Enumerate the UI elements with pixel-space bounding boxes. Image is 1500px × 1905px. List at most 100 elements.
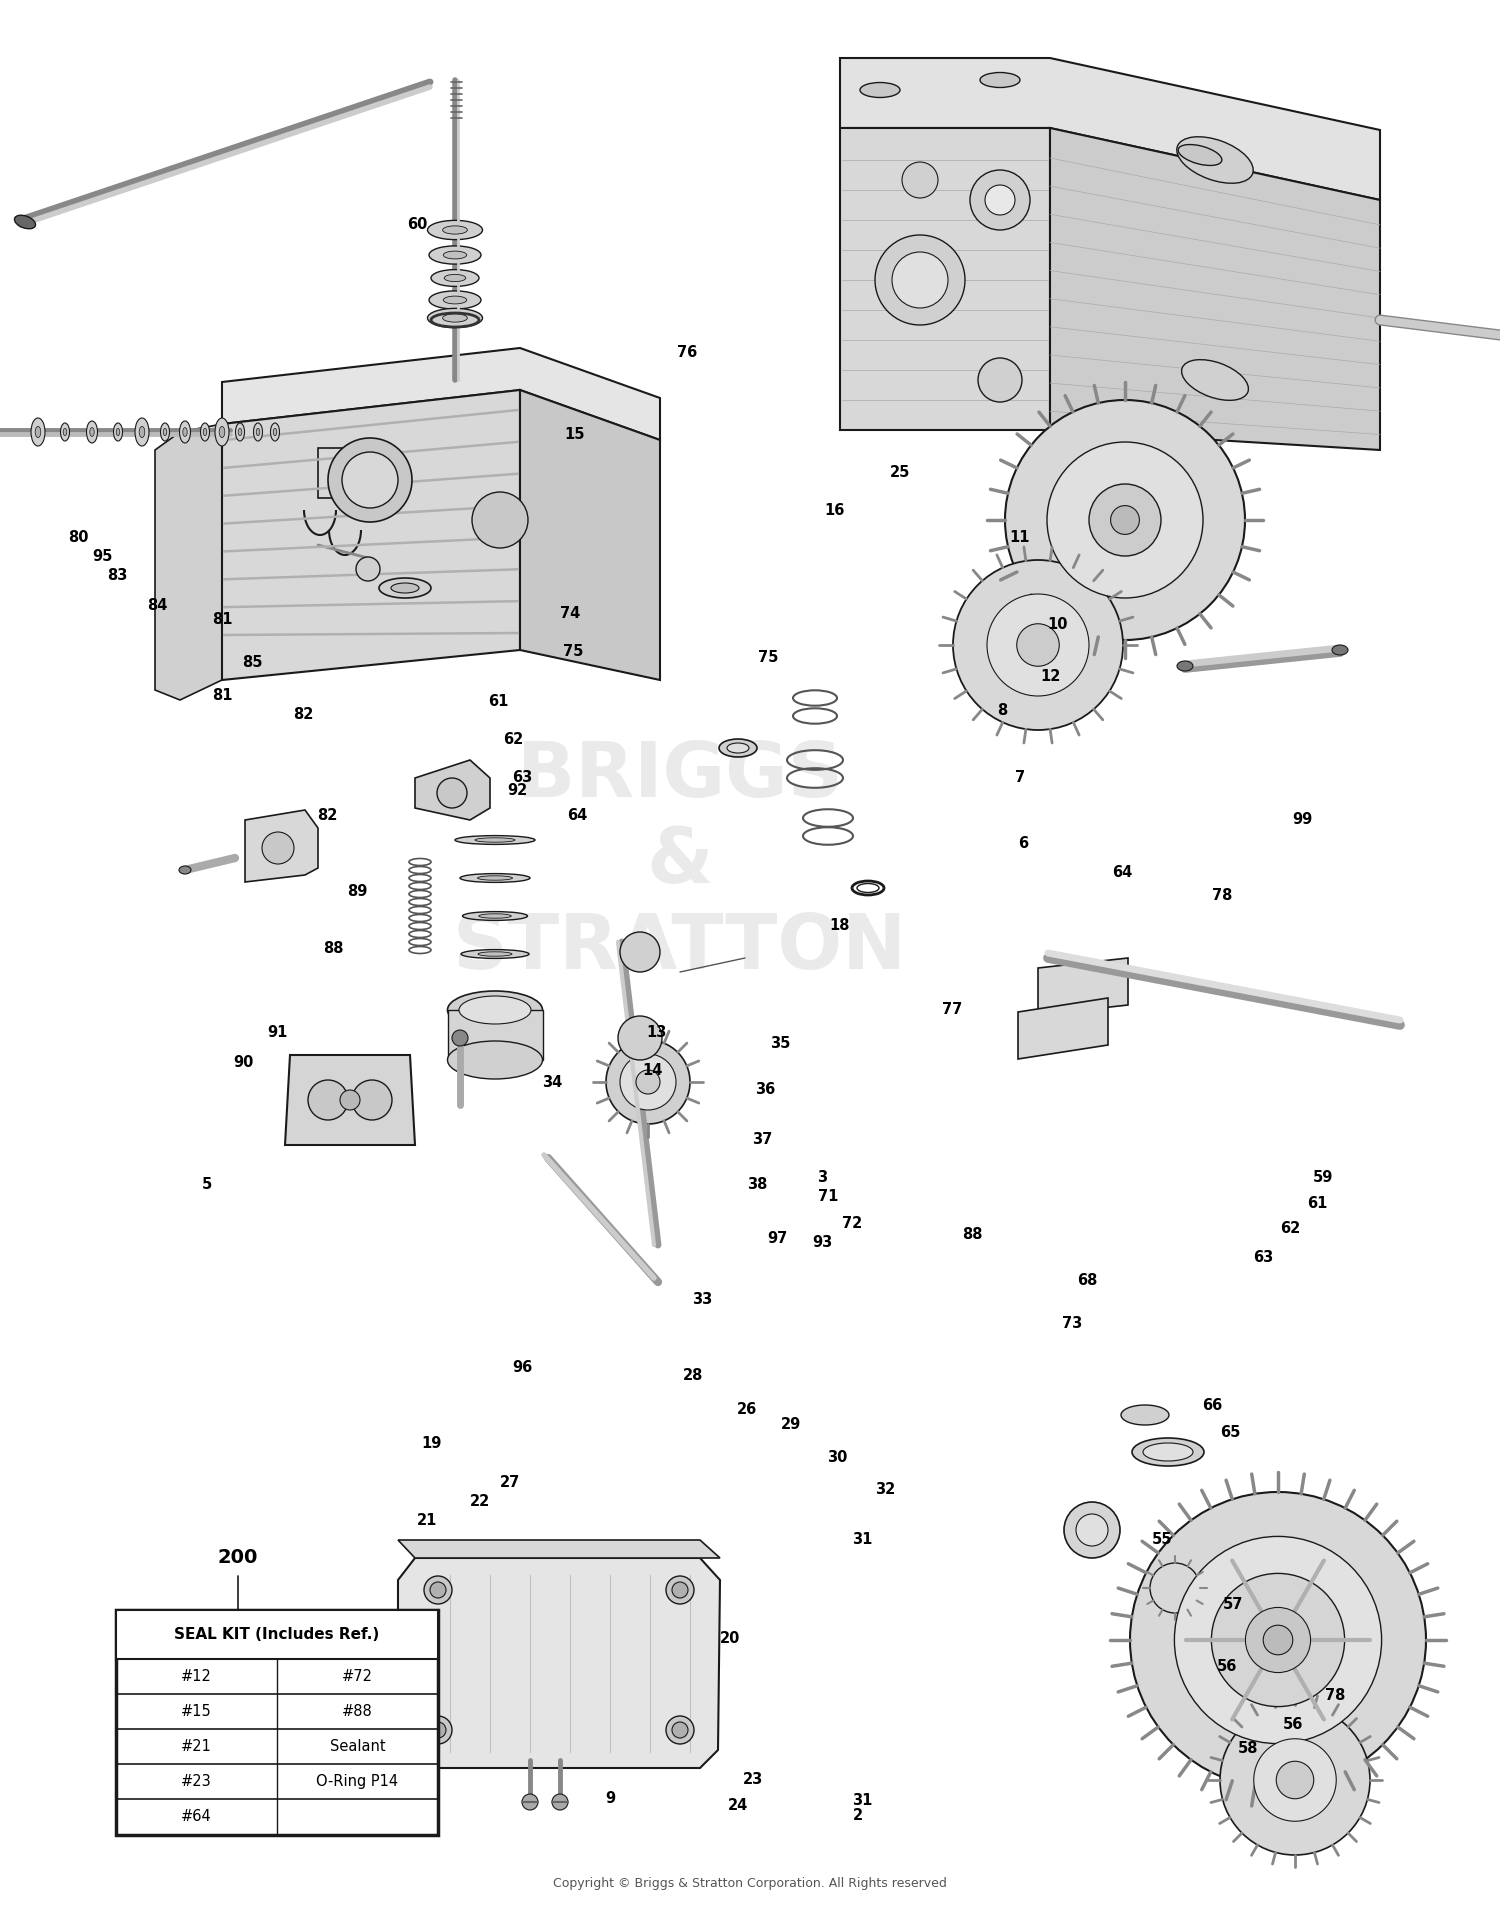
Polygon shape: [1038, 958, 1128, 1015]
Ellipse shape: [460, 874, 530, 882]
Text: 6: 6: [1019, 836, 1028, 852]
Ellipse shape: [116, 429, 120, 436]
Ellipse shape: [1178, 137, 1252, 183]
Circle shape: [620, 932, 660, 972]
Ellipse shape: [444, 251, 466, 259]
Ellipse shape: [273, 429, 278, 436]
Text: 37: 37: [752, 1132, 772, 1147]
Circle shape: [436, 777, 466, 808]
Circle shape: [618, 1015, 662, 1059]
Ellipse shape: [140, 427, 146, 438]
Circle shape: [1150, 1562, 1200, 1614]
Circle shape: [340, 1090, 360, 1111]
Text: 89: 89: [346, 884, 368, 899]
Text: 95: 95: [92, 549, 112, 564]
Text: 32: 32: [874, 1482, 896, 1497]
Circle shape: [1064, 1501, 1120, 1558]
Circle shape: [328, 438, 412, 522]
Text: 93: 93: [812, 1234, 832, 1250]
Circle shape: [1130, 1492, 1426, 1789]
Text: 38: 38: [747, 1177, 768, 1193]
Ellipse shape: [180, 421, 190, 444]
Text: Copyright © Briggs & Stratton Corporation. All Rights reserved: Copyright © Briggs & Stratton Corporatio…: [554, 1876, 946, 1890]
Ellipse shape: [459, 996, 531, 1025]
Ellipse shape: [478, 952, 512, 956]
Text: 20: 20: [720, 1631, 741, 1646]
Circle shape: [672, 1722, 688, 1737]
Polygon shape: [416, 760, 491, 819]
Text: 55: 55: [1152, 1532, 1173, 1547]
Text: 5: 5: [202, 1177, 211, 1193]
Circle shape: [666, 1575, 694, 1604]
Ellipse shape: [34, 427, 40, 438]
Circle shape: [606, 1040, 690, 1124]
Text: 31: 31: [852, 1532, 873, 1547]
Text: 63: 63: [1252, 1250, 1274, 1265]
Text: 77: 77: [942, 1002, 963, 1017]
Ellipse shape: [427, 309, 483, 328]
Text: 33: 33: [692, 1292, 712, 1307]
Text: 58: 58: [1238, 1741, 1258, 1756]
Text: 83: 83: [106, 568, 128, 583]
Ellipse shape: [477, 876, 513, 880]
Circle shape: [1174, 1537, 1382, 1743]
Polygon shape: [244, 810, 318, 882]
Ellipse shape: [1143, 1442, 1192, 1461]
Ellipse shape: [478, 914, 512, 918]
Ellipse shape: [15, 215, 36, 229]
Polygon shape: [398, 1539, 720, 1558]
Circle shape: [986, 185, 1016, 215]
Text: #23: #23: [180, 1774, 212, 1789]
Text: 10: 10: [1047, 617, 1068, 632]
Circle shape: [952, 560, 1124, 730]
Text: 84: 84: [147, 598, 168, 613]
Text: 12: 12: [1040, 669, 1060, 684]
Text: 61: 61: [1306, 1196, 1328, 1212]
Ellipse shape: [32, 417, 45, 446]
Ellipse shape: [1182, 360, 1248, 400]
Ellipse shape: [476, 838, 514, 842]
Circle shape: [522, 1795, 538, 1810]
Ellipse shape: [87, 421, 98, 444]
Text: 59: 59: [1312, 1170, 1334, 1185]
Circle shape: [620, 1053, 676, 1111]
Text: BRIGGS
&
STRATTON: BRIGGS & STRATTON: [453, 739, 908, 985]
Text: 56: 56: [1216, 1659, 1237, 1674]
Ellipse shape: [238, 429, 242, 436]
Text: 81: 81: [211, 688, 232, 703]
Text: 61: 61: [488, 693, 508, 709]
Text: 96: 96: [512, 1360, 532, 1375]
Text: 78: 78: [1212, 888, 1233, 903]
Text: 8: 8: [998, 703, 1006, 718]
Ellipse shape: [63, 429, 68, 436]
Text: 92: 92: [507, 783, 528, 798]
Text: O-Ring P14: O-Ring P14: [316, 1774, 399, 1789]
Text: 88: 88: [322, 941, 344, 956]
Circle shape: [1245, 1608, 1311, 1673]
Text: 65: 65: [1220, 1425, 1240, 1440]
Circle shape: [430, 1581, 445, 1598]
Text: 74: 74: [560, 606, 580, 621]
Text: 81: 81: [211, 612, 232, 627]
Circle shape: [902, 162, 938, 198]
Ellipse shape: [462, 912, 528, 920]
Text: 75: 75: [562, 644, 584, 659]
Text: 34: 34: [542, 1074, 562, 1090]
Circle shape: [430, 1722, 445, 1737]
Text: 78: 78: [1324, 1688, 1346, 1703]
Circle shape: [892, 251, 948, 309]
Text: #88: #88: [342, 1705, 372, 1720]
Text: 71: 71: [818, 1189, 839, 1204]
Circle shape: [552, 1795, 568, 1810]
Ellipse shape: [1178, 145, 1222, 166]
Text: 99: 99: [1292, 812, 1312, 827]
Circle shape: [342, 451, 398, 509]
Text: 26: 26: [736, 1402, 758, 1417]
Ellipse shape: [202, 429, 207, 436]
Ellipse shape: [380, 577, 430, 598]
Text: 91: 91: [267, 1025, 288, 1040]
Text: 90: 90: [232, 1055, 254, 1071]
Circle shape: [452, 1031, 468, 1046]
Text: 75: 75: [758, 650, 778, 665]
Circle shape: [1276, 1762, 1314, 1798]
